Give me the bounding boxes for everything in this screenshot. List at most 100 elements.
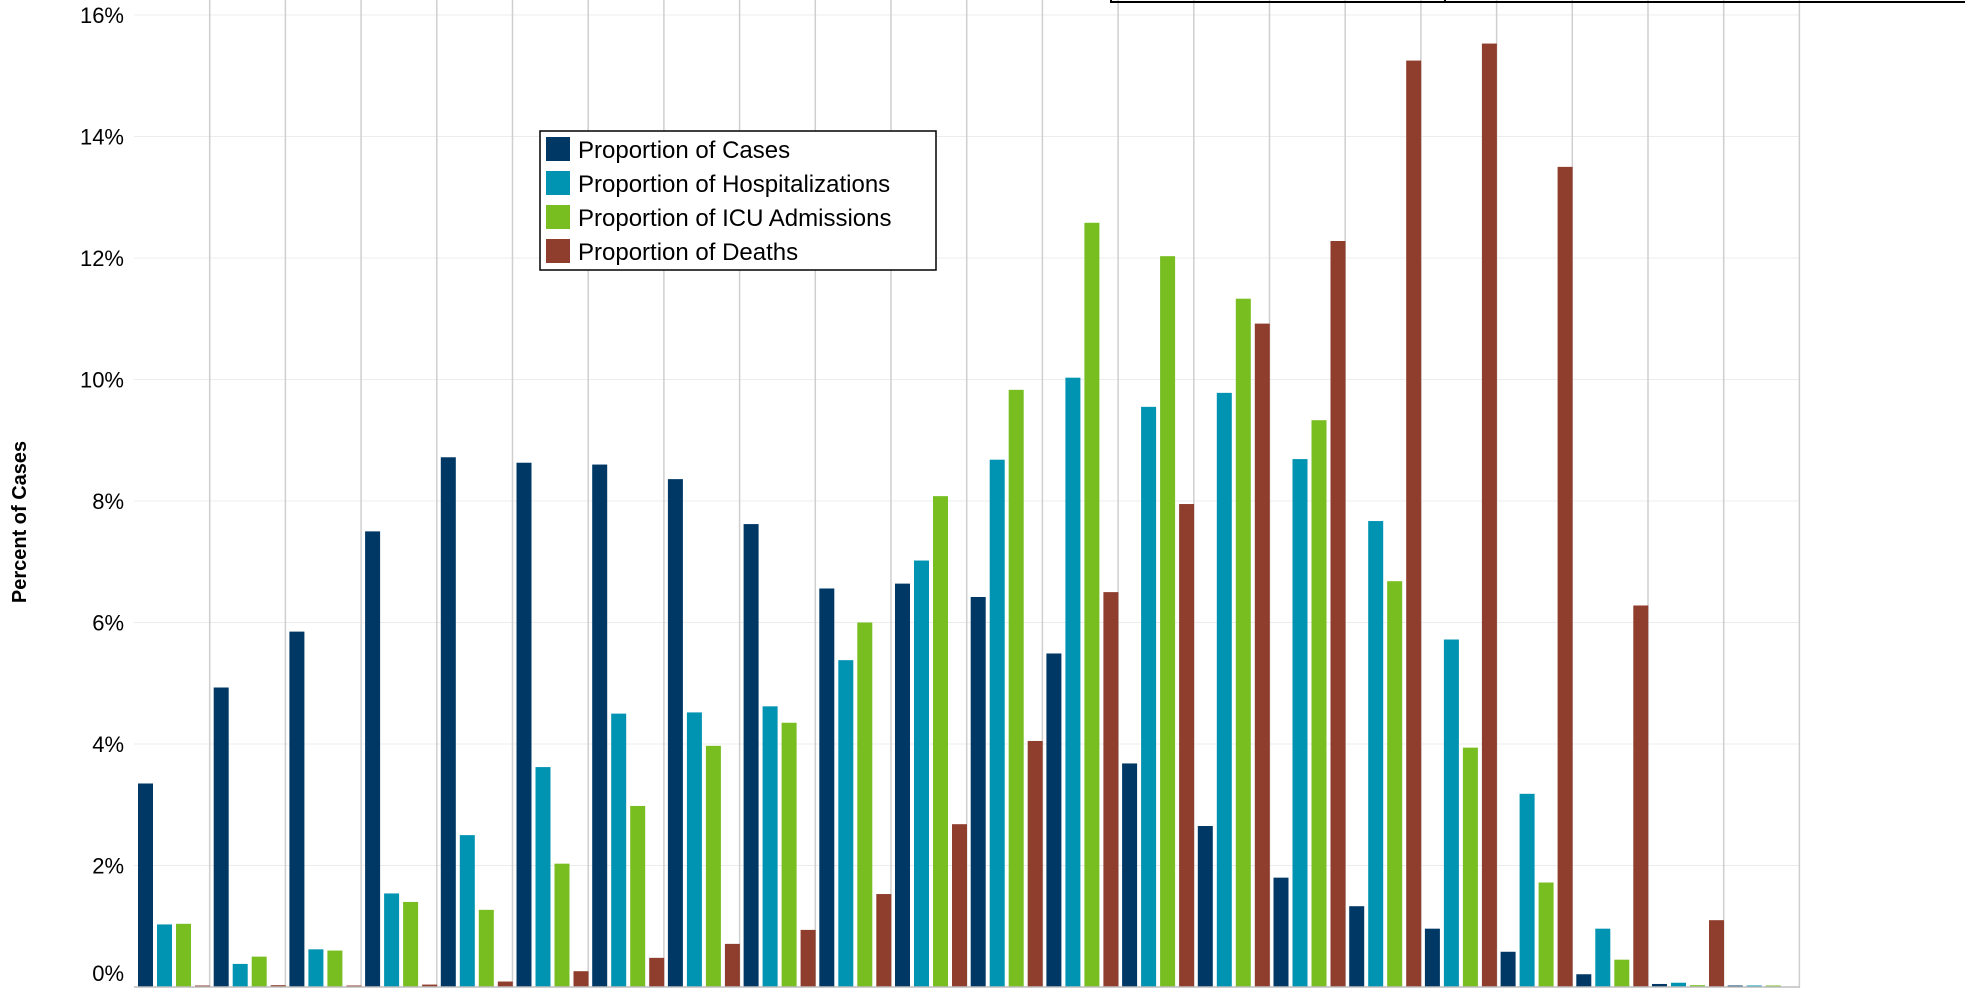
- y-tick-label: 6%: [92, 611, 124, 636]
- bar-proportion-of-hospitalizations: [838, 660, 854, 987]
- bar-proportion-of-cases: [592, 464, 608, 987]
- bar-proportion-of-deaths: [573, 971, 589, 987]
- bar-proportion-of-deaths: [1179, 504, 1195, 987]
- bar-proportion-of-hospitalizations: [1671, 982, 1686, 987]
- bar-proportion-of-cases: [516, 462, 532, 987]
- legend-label: Proportion of Hospitalizations: [578, 171, 890, 198]
- bar-proportion-of-hospitalizations: [535, 767, 551, 987]
- bar-proportion-of-cases: [970, 596, 986, 987]
- y-tick-label: 12%: [80, 246, 124, 271]
- bar-proportion-of-icu-admissions: [1008, 389, 1024, 987]
- bar-proportion-of-hospitalizations: [611, 713, 627, 987]
- bar-proportion-of-deaths: [1103, 592, 1119, 987]
- bar-proportion-of-cases: [819, 588, 835, 987]
- bar-proportion-of-deaths: [952, 824, 967, 987]
- bar-proportion-of-hospitalizations: [459, 835, 475, 987]
- bar-proportion-of-hospitalizations: [762, 706, 778, 987]
- bar-proportion-of-cases: [1273, 877, 1289, 987]
- bar-proportion-of-deaths: [1709, 920, 1724, 987]
- bar-proportion-of-cases: [1197, 826, 1213, 987]
- bar-proportion-of-hospitalizations: [1292, 459, 1308, 987]
- legend-swatch: [546, 205, 570, 229]
- y-tick-label: 8%: [92, 489, 124, 514]
- bar-proportion-of-hospitalizations: [1141, 406, 1157, 987]
- bar-proportion-of-cases: [1046, 653, 1062, 987]
- bar-proportion-of-cases: [289, 631, 305, 987]
- bar-proportion-of-hospitalizations: [686, 712, 702, 987]
- bar-proportion-of-icu-admissions: [933, 496, 948, 987]
- bar-proportion-of-cases: [365, 531, 381, 987]
- bar-proportion-of-deaths: [1027, 740, 1043, 987]
- bar-proportion-of-cases: [213, 687, 229, 987]
- bar-proportion-of-deaths: [1633, 605, 1649, 987]
- bar-proportion-of-icu-admissions: [478, 909, 494, 987]
- y-tick-label: 4%: [92, 732, 124, 757]
- bar-proportion-of-hospitalizations: [1443, 639, 1459, 987]
- bar-proportion-of-icu-admissions: [1462, 747, 1478, 987]
- bar-proportion-of-icu-admissions: [781, 722, 797, 987]
- bar-proportion-of-hospitalizations: [157, 924, 172, 987]
- bar-proportion-of-icu-admissions: [1538, 882, 1554, 987]
- bar-proportion-of-deaths: [800, 929, 816, 987]
- bar-proportion-of-cases: [1349, 906, 1365, 987]
- bar-proportion-of-deaths: [1557, 166, 1573, 987]
- bar-proportion-of-cases: [440, 457, 456, 987]
- legend-label: Proportion of ICU Admissions: [578, 205, 891, 232]
- bar-proportion-of-hospitalizations: [384, 893, 400, 987]
- bar-proportion-of-icu-admissions: [1160, 256, 1176, 987]
- bar-proportion-of-deaths: [422, 984, 438, 987]
- bar-proportion-of-deaths: [724, 943, 740, 987]
- y-tick-label: 0%: [92, 961, 124, 986]
- bar-proportion-of-cases: [1576, 974, 1592, 987]
- legend-swatch: [546, 171, 570, 195]
- y-tick-label: 2%: [92, 854, 124, 879]
- bar-proportion-of-icu-admissions: [1690, 985, 1705, 987]
- y-tick-label: 10%: [80, 368, 124, 393]
- bar-proportion-of-deaths: [1481, 43, 1497, 988]
- y-axis-ticks: 0% 2% 4% 6% 8% 10% 12% 14% 16%: [80, 3, 124, 986]
- y-tick-label: 14%: [80, 125, 124, 150]
- bar-proportion-of-icu-admissions: [630, 805, 646, 987]
- bar-proportion-of-cases: [1652, 983, 1667, 987]
- bar-proportion-of-deaths: [1254, 323, 1270, 987]
- legend-label: Proportion of Cases: [578, 137, 790, 164]
- bar-proportion-of-hospitalizations: [1216, 392, 1232, 987]
- bar-proportion-of-deaths: [497, 981, 513, 987]
- legend: Proportion of Cases Proportion of Hospita…: [539, 130, 937, 271]
- legend-swatch: [546, 239, 570, 263]
- bar-proportion-of-hospitalizations: [1368, 521, 1384, 987]
- bar-proportion-of-deaths: [1330, 240, 1346, 988]
- bar-proportion-of-cases: [895, 583, 910, 987]
- bar-proportion-of-hospitalizations: [1595, 928, 1611, 987]
- bar-proportion-of-icu-admissions: [1387, 581, 1403, 987]
- bar-proportion-of-hospitalizations: [1519, 793, 1535, 987]
- bar-proportion-of-cases: [1500, 951, 1516, 987]
- bars: [138, 43, 1781, 988]
- bar-proportion-of-hospitalizations: [232, 963, 248, 987]
- bar-proportion-of-cases: [743, 524, 759, 987]
- bar-proportion-of-deaths: [649, 957, 665, 987]
- legend-label: Proportion of Deaths: [578, 239, 798, 266]
- bar-proportion-of-deaths: [876, 894, 892, 987]
- bar-proportion-of-deaths: [270, 985, 286, 987]
- bar-proportion-of-cases: [138, 783, 153, 987]
- bar-proportion-of-hospitalizations: [1065, 377, 1081, 987]
- bar-proportion-of-hospitalizations: [914, 560, 929, 987]
- bar-proportion-of-hospitalizations: [989, 459, 1005, 987]
- bar-proportion-of-cases: [667, 479, 683, 987]
- bar-proportion-of-icu-admissions: [1614, 959, 1630, 987]
- y-tick-label: 16%: [80, 3, 124, 28]
- bar-proportion-of-icu-admissions: [1084, 222, 1100, 987]
- bar-proportion-of-icu-admissions: [176, 923, 191, 987]
- top-box-fragment: [1110, 0, 1965, 3]
- bar-proportion-of-icu-admissions: [251, 956, 267, 987]
- legend-box: [539, 130, 937, 271]
- bar-proportion-of-icu-admissions: [857, 622, 873, 987]
- y-axis-title: Percent of Cases: [9, 441, 31, 603]
- bar-proportion-of-icu-admissions: [403, 901, 419, 987]
- bar-proportion-of-icu-admissions: [1311, 420, 1327, 987]
- bar-proportion-of-cases: [1122, 763, 1138, 987]
- bar-proportion-of-hospitalizations: [308, 949, 324, 987]
- bar-proportion-of-deaths: [1406, 60, 1422, 987]
